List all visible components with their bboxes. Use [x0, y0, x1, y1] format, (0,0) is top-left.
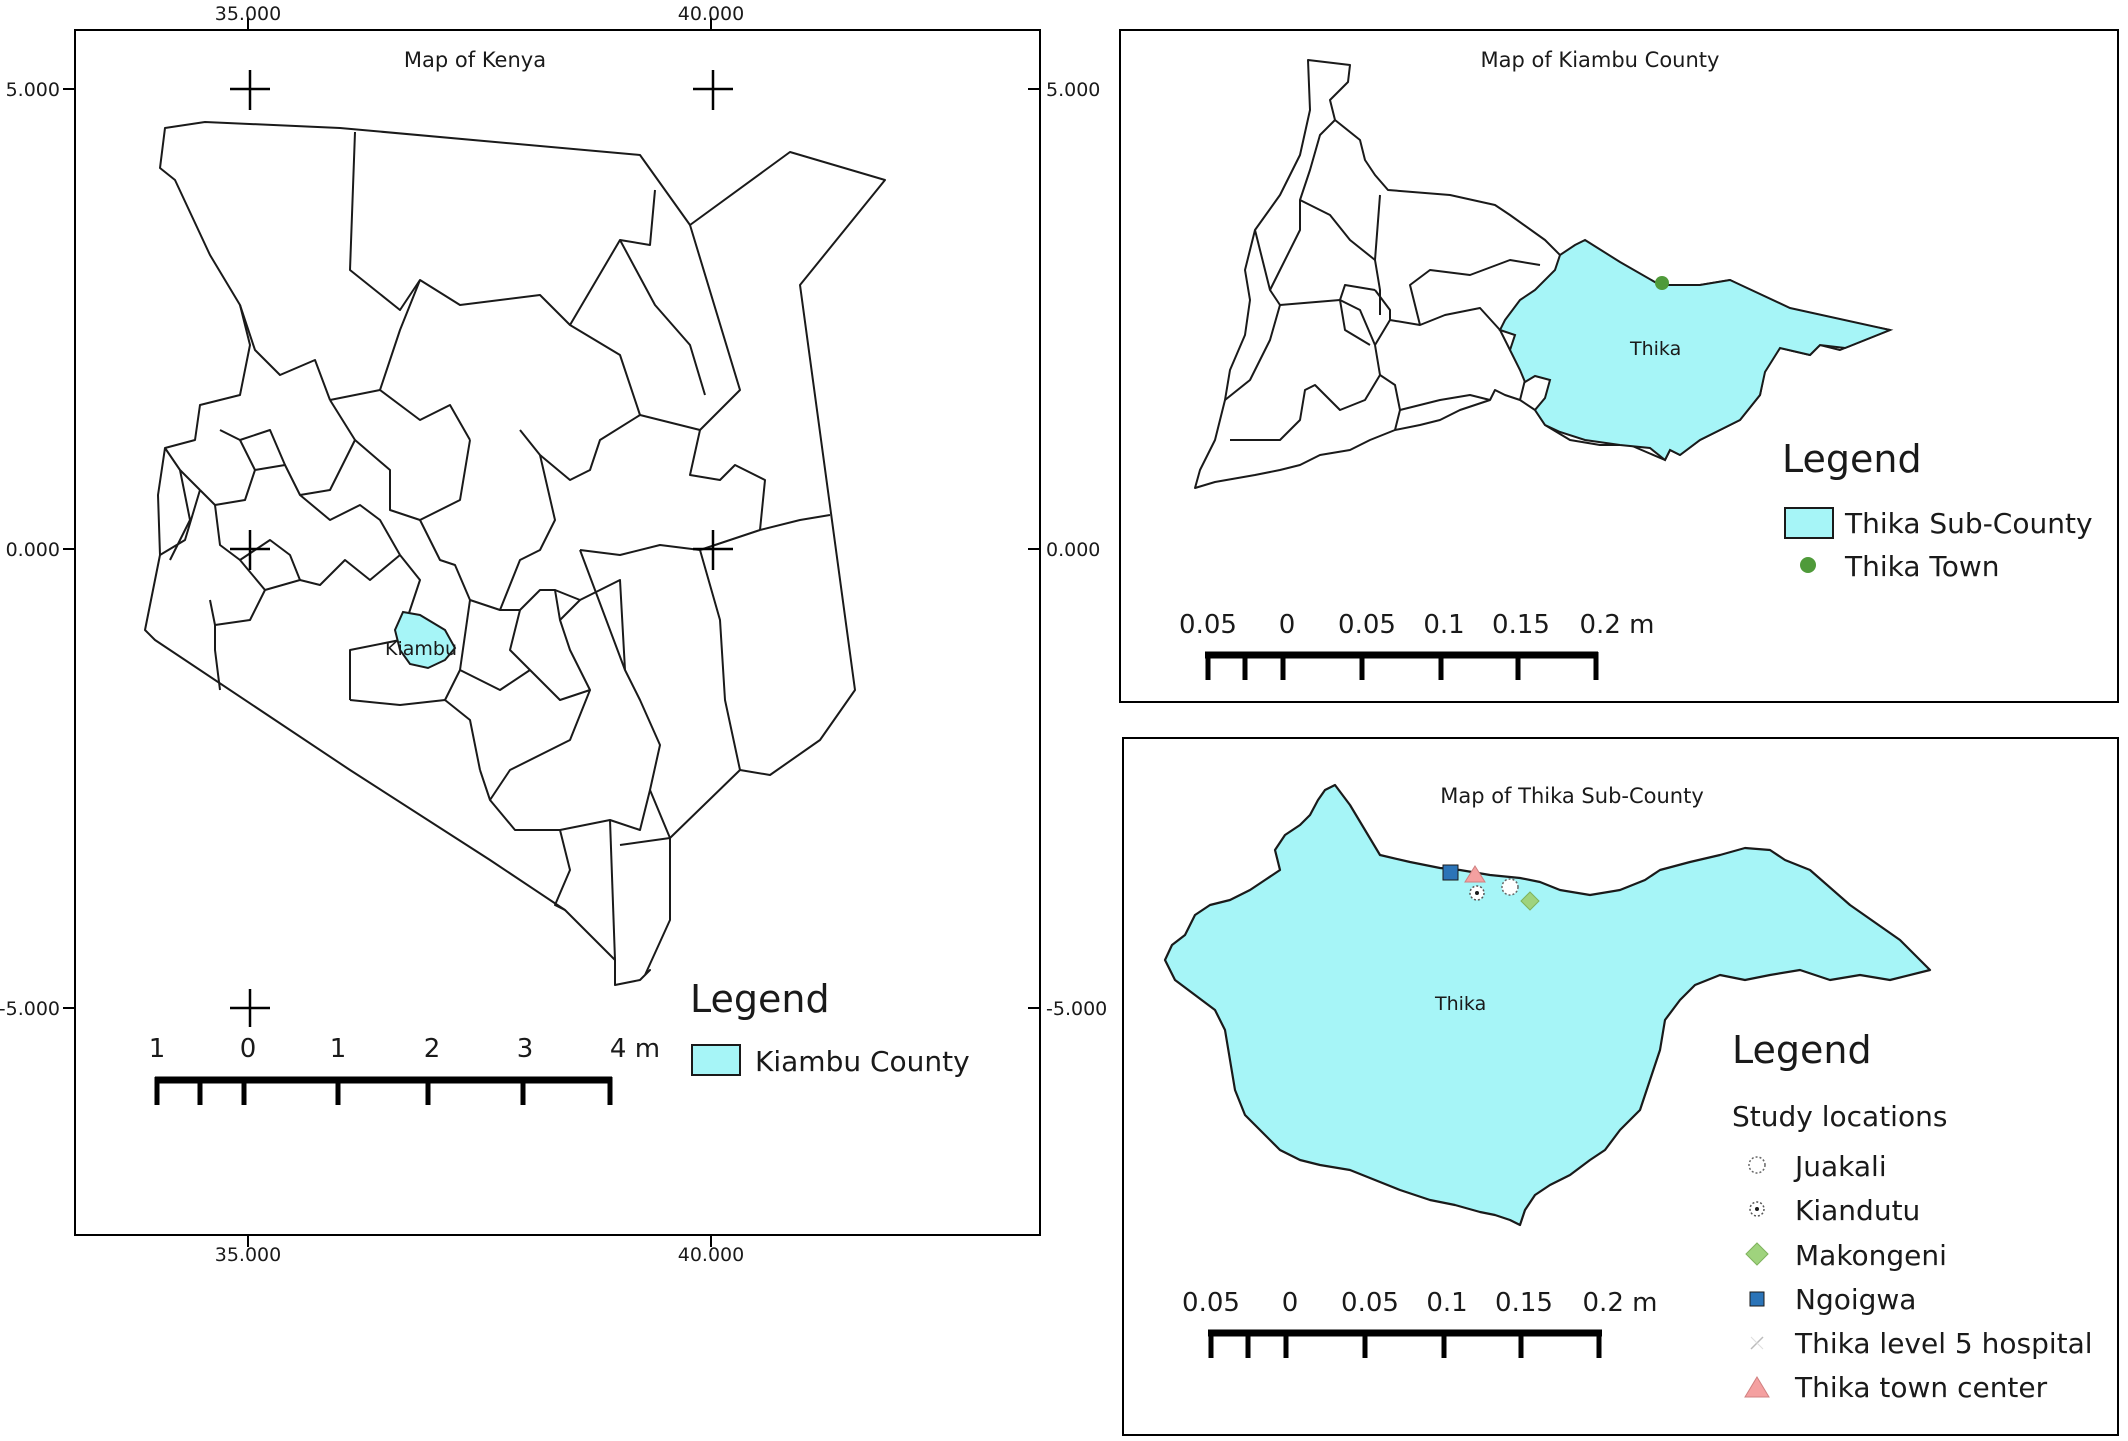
thika-map-frame [1122, 737, 2119, 1436]
kiambu-map-frame [1119, 29, 2119, 703]
cross-icon-stroke [1750, 1336, 1764, 1350]
makongeni-marker [1520, 891, 1540, 911]
scale-label-4: 2 [424, 1034, 441, 1064]
scale-label-3: 0.05 [1341, 1288, 1399, 1318]
thika-legend: Legend Study locations Juakali Kiandutu … [1732, 1028, 2093, 1404]
thika-subcounty-detail-shape [1163, 783, 1932, 1227]
dotted-circle-icon [1748, 1156, 1766, 1174]
scale-label-6: 0.2 m [1580, 610, 1655, 640]
makongeni-legend-label: Makongeni [1795, 1239, 1947, 1272]
kenya-county-boundaries [159, 131, 831, 961]
scale-label-5: 0.15 [1495, 1288, 1553, 1318]
kiambu-subcounty-boundaries [1224, 119, 1541, 441]
graticule-crosses [230, 70, 733, 1027]
study-location-markers [1442, 864, 1540, 911]
kenya-map-frame [74, 29, 1041, 1236]
scale-label-2: 0 [240, 1034, 257, 1064]
thika-detail-label: Thika [1434, 993, 1486, 1015]
scale-label-1: 0.05 [1179, 610, 1237, 640]
triangle-icon [1744, 1376, 1770, 1398]
kiambu-legend-label: Kiambu County [755, 1045, 970, 1078]
scale-label-5: 3 [517, 1034, 534, 1064]
scale-label-4: 0.1 [1423, 610, 1464, 640]
scale-label-6: 0.2 m [1583, 1288, 1658, 1318]
kiambu-scale-bar: 0.05 0 0.05 0.1 0.15 0.2 m [1179, 610, 1654, 680]
y-tick-right-minus5: -5.000 [1046, 998, 1107, 1020]
scale-label-3: 1 [330, 1034, 347, 1064]
town-center-legend-label: Thika town center [1794, 1371, 2048, 1404]
scale-label-1: 0.05 [1182, 1288, 1240, 1318]
juakali-marker [1501, 878, 1519, 896]
kenya-scale-bar: 1 0 1 2 3 4 m [149, 1034, 660, 1105]
kenya-panel: 35.000 40.000 35.000 40.000 5.000 0.000 … [0, 3, 1107, 1266]
dotted-dot-icon-center [1755, 1207, 1759, 1211]
scale-label-1: 1 [149, 1034, 166, 1064]
ngoigwa-legend-label: Ngoigwa [1795, 1283, 1916, 1316]
thika-subcounty-legend-swatch [1784, 507, 1834, 539]
x-tick-bottom-40: 40.000 [678, 1244, 744, 1266]
kiambu-legend-swatch [691, 1044, 741, 1076]
diamond-icon [1745, 1242, 1769, 1266]
thika-subcounty-legend-label: Thika Sub-County [1844, 507, 2093, 540]
scale-label-2: 0 [1279, 610, 1296, 640]
square-icon [1749, 1291, 1765, 1307]
kiandutu-marker-dot [1475, 891, 1479, 895]
kenya-legend-title: Legend [690, 977, 830, 1021]
kiambu-outline [1194, 59, 1891, 489]
ngoigwa-marker [1442, 864, 1459, 881]
kiambu-map-label: Kiambu [385, 638, 457, 660]
kiambu-county-shape [393, 610, 457, 670]
thika-kiambu-label: Thika [1629, 338, 1681, 360]
kiambu-legend-title: Legend [1782, 437, 1922, 481]
thika-panel: Map of Thika Sub-County Thika 0.05 0 0.0… [1122, 737, 2119, 1436]
thika-town-legend-label: Thika Town [1844, 550, 2000, 583]
y-tick-left-0: 0.000 [6, 539, 60, 561]
scale-label-4: 0.1 [1426, 1288, 1467, 1318]
thika-legend-title: Legend [1732, 1028, 1872, 1072]
kenya-outline [144, 121, 886, 986]
x-tick-top-40: 40.000 [678, 3, 744, 25]
thika-town-marker [1655, 276, 1669, 290]
kiambu-map-title: Map of Kiambu County [1481, 48, 1720, 72]
scale-label-6: 4 m [610, 1034, 660, 1064]
thika-map-title: Map of Thika Sub-County [1440, 784, 1704, 808]
scale-label-5: 0.15 [1492, 610, 1550, 640]
hospital-legend-label: Thika level 5 hospital [1794, 1327, 2093, 1360]
thika-town-center-marker [1464, 865, 1486, 883]
y-tick-left-5: 5.000 [6, 79, 60, 101]
scale-label-3: 0.05 [1338, 610, 1396, 640]
y-tick-left-minus5: -5.000 [0, 998, 60, 1020]
thika-scale-bar: 0.05 0 0.05 0.1 0.15 0.2 m [1182, 1288, 1657, 1358]
kiambu-legend: Legend Thika Sub-County Thika Town [1782, 437, 2093, 583]
kiandutu-legend-label: Kiandutu [1795, 1194, 1920, 1227]
juakali-legend-label: Juakali [1793, 1150, 1887, 1183]
scale-label-2: 0 [1282, 1288, 1299, 1318]
y-tick-right-5: 5.000 [1046, 79, 1100, 101]
kenya-map-title: Map of Kenya [404, 48, 546, 72]
thika-legend-subtitle: Study locations [1732, 1100, 1947, 1133]
y-tick-right-0: 0.000 [1046, 539, 1100, 561]
kenya-legend: Legend Kiambu County [690, 977, 970, 1078]
thika-subcounty-shape [1498, 238, 1894, 462]
kenya-axis-ticks [63, 18, 1040, 1247]
x-tick-bottom-35: 35.000 [215, 1244, 281, 1266]
kiambu-panel: Map of Kiambu County Thika [1119, 29, 2119, 703]
thika-town-legend-marker [1800, 557, 1816, 573]
x-tick-top-35: 35.000 [215, 3, 281, 25]
